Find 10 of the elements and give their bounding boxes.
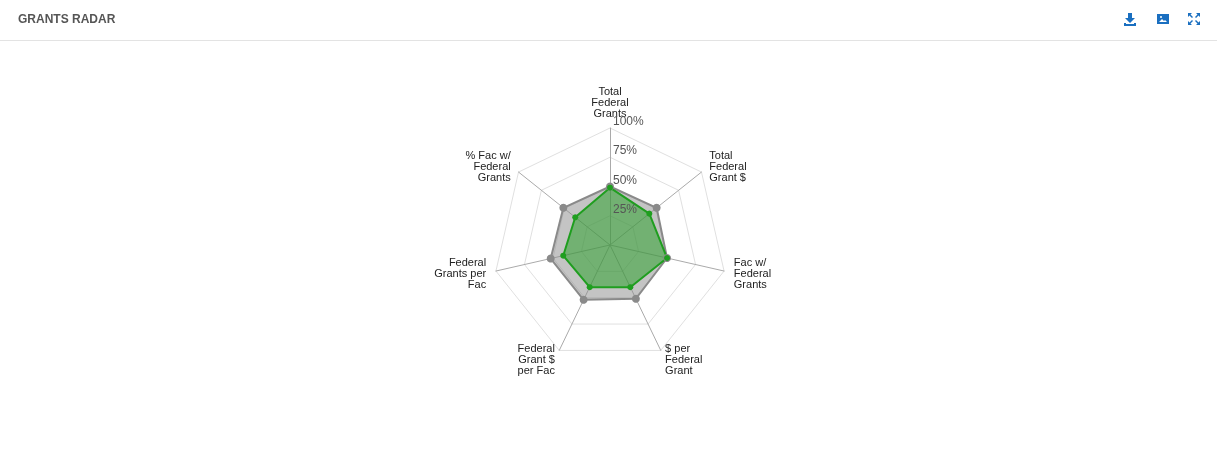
spoke-label: Total Federal Grant $ (709, 148, 747, 183)
spoke-label: $ per Federal Grant (665, 342, 703, 377)
spoke-label: Fac w/ Federal Grants (733, 256, 772, 291)
spoke-label: Federal Grants per Fac (434, 256, 487, 291)
y-tick-label: 75% (613, 143, 638, 158)
y-tick-label: 25% (613, 201, 638, 216)
y-tick-label: 50% (613, 172, 638, 187)
spoke-label: Federal Grant $ per Fac (517, 342, 556, 377)
spoke-label: % Fac w/ Federal Grants (465, 148, 512, 183)
text: GRANTS RADAR (18, 12, 116, 26)
